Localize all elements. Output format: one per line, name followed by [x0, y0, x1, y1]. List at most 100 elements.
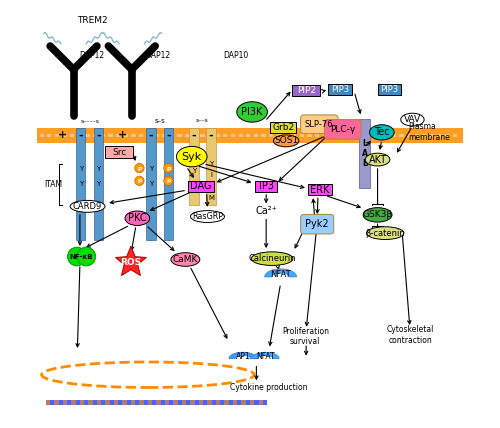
Bar — [376, 134, 380, 137]
Circle shape — [135, 163, 144, 173]
Bar — [430, 134, 434, 137]
Text: Cytokine production: Cytokine production — [230, 383, 307, 392]
Polygon shape — [116, 247, 146, 276]
Ellipse shape — [370, 125, 394, 140]
Bar — [174, 400, 178, 405]
Bar — [170, 134, 174, 137]
Text: p: p — [166, 178, 170, 183]
Text: NF-κB: NF-κB — [70, 253, 94, 259]
Text: s–s: s–s — [154, 118, 165, 124]
Text: TREM2: TREM2 — [78, 16, 108, 25]
Text: PI3K: PI3K — [242, 107, 263, 117]
Bar — [47, 134, 52, 137]
Bar — [292, 134, 296, 137]
Bar — [40, 134, 44, 137]
Text: Grb2: Grb2 — [272, 123, 294, 132]
Ellipse shape — [70, 200, 105, 212]
Bar — [192, 134, 197, 137]
Bar — [188, 181, 214, 192]
Text: ITAM: ITAM — [44, 180, 62, 189]
Bar — [63, 400, 67, 405]
Bar — [178, 134, 182, 137]
Bar — [122, 400, 126, 405]
Text: DAP12: DAP12 — [146, 51, 171, 60]
Ellipse shape — [190, 211, 224, 223]
Bar — [131, 400, 135, 405]
Bar — [223, 134, 228, 137]
Circle shape — [68, 247, 86, 266]
Bar — [255, 181, 277, 192]
Bar — [269, 134, 274, 137]
Polygon shape — [252, 352, 279, 359]
Bar — [308, 184, 332, 195]
Text: Y: Y — [209, 161, 213, 167]
Bar — [414, 134, 419, 137]
Bar — [78, 134, 82, 137]
Circle shape — [135, 176, 144, 185]
Circle shape — [164, 163, 173, 173]
Bar — [438, 134, 442, 137]
Bar — [361, 134, 365, 137]
Bar — [368, 134, 373, 137]
Bar — [262, 134, 266, 137]
Circle shape — [164, 176, 173, 185]
Bar — [146, 134, 151, 137]
Bar — [407, 134, 411, 137]
Ellipse shape — [171, 253, 200, 266]
Ellipse shape — [237, 102, 268, 122]
Bar — [165, 400, 169, 405]
FancyBboxPatch shape — [300, 214, 334, 234]
Text: N: N — [208, 183, 214, 189]
Ellipse shape — [176, 146, 207, 167]
Bar — [124, 134, 128, 137]
Text: Proliferation
survival: Proliferation survival — [282, 327, 329, 346]
Text: s––––s: s––––s — [80, 119, 99, 124]
Bar — [384, 134, 388, 137]
Bar — [46, 400, 267, 405]
Bar — [315, 134, 320, 137]
Polygon shape — [229, 352, 256, 359]
Bar — [139, 134, 143, 137]
Text: -: - — [148, 131, 153, 140]
Bar — [105, 146, 133, 158]
Bar — [72, 400, 76, 405]
Text: Cytoskeletal
contraction: Cytoskeletal contraction — [387, 325, 434, 345]
Bar — [292, 85, 320, 96]
Ellipse shape — [363, 208, 392, 222]
Polygon shape — [264, 269, 296, 277]
Bar — [354, 134, 358, 137]
Text: M: M — [208, 195, 214, 201]
Bar — [208, 134, 212, 137]
Text: p: p — [138, 166, 141, 171]
Text: GSK3β: GSK3β — [362, 210, 392, 220]
Bar — [88, 400, 92, 405]
Bar — [400, 134, 404, 137]
Text: RasGRP: RasGRP — [192, 212, 223, 221]
Text: Calcineurin: Calcineurin — [248, 254, 296, 263]
Text: Syk: Syk — [182, 152, 202, 162]
Bar — [80, 400, 84, 405]
Bar — [188, 128, 199, 205]
Text: NFAT: NFAT — [256, 352, 274, 361]
Bar — [328, 84, 352, 95]
Ellipse shape — [274, 135, 299, 147]
Bar — [94, 128, 103, 240]
Text: PIP3: PIP3 — [331, 85, 349, 94]
Text: Y: Y — [78, 181, 83, 187]
Bar — [97, 400, 101, 405]
Bar — [277, 134, 281, 137]
Text: PIP3: PIP3 — [380, 85, 398, 94]
Text: AP1: AP1 — [236, 352, 250, 361]
Text: β-catenin: β-catenin — [366, 229, 405, 238]
Bar — [300, 134, 304, 137]
Bar — [208, 400, 212, 405]
Bar — [330, 134, 334, 137]
Bar — [93, 134, 98, 137]
Bar — [224, 400, 228, 405]
Bar — [154, 134, 158, 137]
Bar — [46, 400, 50, 405]
Ellipse shape — [400, 113, 424, 126]
Text: p: p — [166, 166, 170, 171]
Bar — [100, 134, 105, 137]
Text: DAG: DAG — [190, 181, 212, 191]
